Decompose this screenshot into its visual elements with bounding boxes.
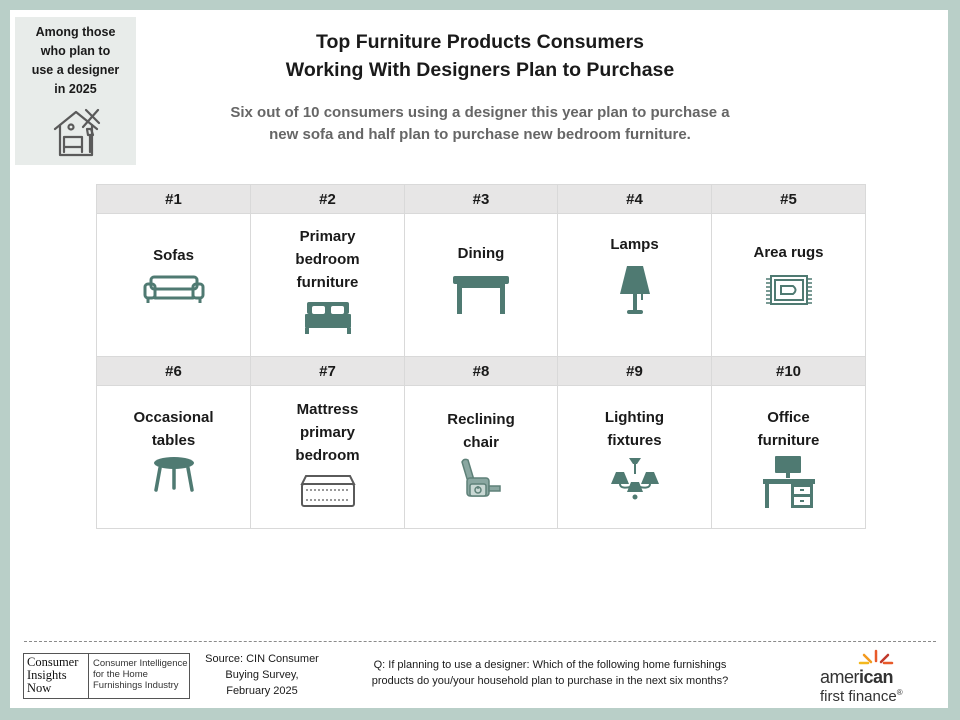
cin-word-1: Consumer <box>27 655 79 669</box>
designer-house-icon <box>53 108 101 157</box>
rug-icon <box>765 275 812 305</box>
cin-word-2: Insights <box>27 668 67 682</box>
recliner-icon <box>461 458 501 497</box>
product-label: Occasional tables <box>133 409 214 449</box>
product-label: Office furniture <box>757 409 820 449</box>
aff-line2-text: first finance <box>820 688 897 705</box>
product-cell-occasional-tables: Occasional tables <box>96 385 251 529</box>
product-cell-dining: Dining <box>404 213 558 357</box>
rank-9: #9 <box>557 356 712 386</box>
aff-word-part1: amer <box>820 667 860 687</box>
product-label: Dining <box>457 245 505 262</box>
product-cell-lamps: Lamps <box>557 213 712 357</box>
dining-table-icon <box>453 276 509 314</box>
aff-registered-mark: ® <box>896 688 903 697</box>
cin-logo: Consumer Insights Now Consumer Intellige… <box>23 653 190 699</box>
desk-icon <box>762 456 815 508</box>
ranking-table: #1 #2 #3 #4 #5 Sofas Prima <box>96 184 866 529</box>
source-note: Source: CIN Consumer Buying Survey, Febr… <box>205 653 319 697</box>
aff-wordmark: american <box>820 667 894 687</box>
slide: Among those who plan to use a designer i… <box>10 10 948 708</box>
rank-3: #3 <box>404 184 558 214</box>
product-label: Mattress primary bedroom <box>295 401 360 464</box>
rank-2: #2 <box>250 184 405 214</box>
product-label: Reclining chair <box>447 411 515 451</box>
american-first-finance-logo: american first finance® <box>816 647 926 704</box>
product-cell-rugs: Area rugs <box>711 213 866 357</box>
product-cell-sofas: Sofas <box>96 213 251 357</box>
survey-question: Q: If planning to use a designer: Which … <box>371 659 729 687</box>
product-label: Lamps <box>610 236 659 253</box>
mattress-icon <box>299 475 356 507</box>
product-label: Primary bedroom furniture <box>295 228 360 291</box>
aff-wordmark-line2: first finance® <box>820 685 903 704</box>
product-label: Lighting fixtures <box>604 409 665 449</box>
product-cell-recliner: Reclining chair <box>404 385 558 529</box>
cin-logo-wordmark: Consumer Insights Now <box>24 654 89 698</box>
badge-text: Among those who plan to use a designer i… <box>31 25 120 96</box>
rank-4: #4 <box>557 184 712 214</box>
rank-6: #6 <box>96 356 251 386</box>
cin-logo-tagline: Consumer Intelligence for the Home Furni… <box>93 658 188 691</box>
product-cell-mattress: Mattress primary bedroom <box>250 385 405 529</box>
sunburst-icon <box>858 649 894 665</box>
product-label: Area rugs <box>753 244 824 261</box>
product-cell-office: Office furniture <box>711 385 866 529</box>
footer-divider <box>24 641 936 642</box>
product-cell-bedroom: Primary bedroom furniture <box>250 213 405 357</box>
product-label: Sofas <box>153 247 194 264</box>
page-title: Top Furniture Products Consumers Working… <box>285 31 675 81</box>
sofa-icon <box>143 275 204 303</box>
aff-word-part2: ican <box>859 667 894 687</box>
side-table-icon <box>153 457 194 492</box>
page-subtitle: Six out of 10 consumers using a designer… <box>230 104 730 143</box>
lamp-icon <box>619 266 650 314</box>
rank-1: #1 <box>96 184 251 214</box>
chandelier-icon <box>610 458 659 500</box>
rank-8: #8 <box>404 356 558 386</box>
cin-word-3: Now <box>27 681 52 695</box>
audience-badge: Among those who plan to use a designer i… <box>15 17 136 165</box>
bed-icon <box>304 302 351 334</box>
product-cell-lighting: Lighting fixtures <box>557 385 712 529</box>
rank-10: #10 <box>711 356 866 386</box>
rank-7: #7 <box>250 356 405 386</box>
rank-5: #5 <box>711 184 866 214</box>
